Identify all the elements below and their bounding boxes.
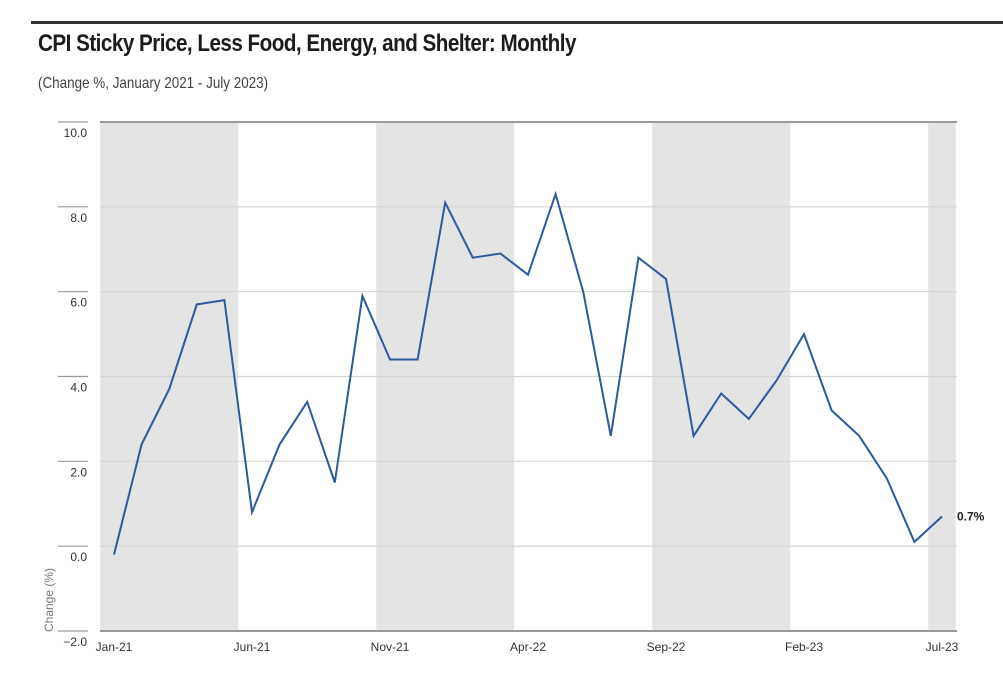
end-value-label: 0.7% xyxy=(957,509,985,523)
y-tick-label: 6.0 xyxy=(70,296,87,310)
y-tick-label: 0.0 xyxy=(70,550,87,564)
gridlines xyxy=(100,121,957,632)
y-axis-label: Change (%) xyxy=(42,568,56,632)
x-tick-label: Sep-22 xyxy=(647,640,686,654)
x-tick-label: Jan-21 xyxy=(96,640,133,654)
x-tick-label: Nov-21 xyxy=(371,640,410,654)
x-axis-ticks: Jan-21 Jun-21 Nov-21 Apr-22 Sep-22 Feb-23 Jul-… xyxy=(96,640,959,654)
y-tick-label: 4.0 xyxy=(70,381,87,395)
chart-title: CPI Sticky Price, Less Food, Energy, and… xyxy=(38,30,576,57)
y-tick-label: 8.0 xyxy=(70,211,87,225)
y-axis-ticks: 10.0 8.0 6.0 4.0 2.0 0.0 −2.0 xyxy=(58,121,88,649)
chart-subtitle: (Change %, January 2021 - July 2023) xyxy=(38,75,269,92)
x-tick-label: Jul-23 xyxy=(926,640,959,654)
y-tick-label: 10.0 xyxy=(64,126,88,140)
y-tick-label: 2.0 xyxy=(70,465,87,479)
y-tick-label: −2.0 xyxy=(63,635,87,649)
x-tick-label: Jun-21 xyxy=(234,640,271,654)
x-tick-label: Feb-23 xyxy=(785,640,823,654)
top-rule xyxy=(31,21,1003,24)
x-tick-label: Apr-22 xyxy=(510,640,546,654)
series xyxy=(113,190,943,555)
